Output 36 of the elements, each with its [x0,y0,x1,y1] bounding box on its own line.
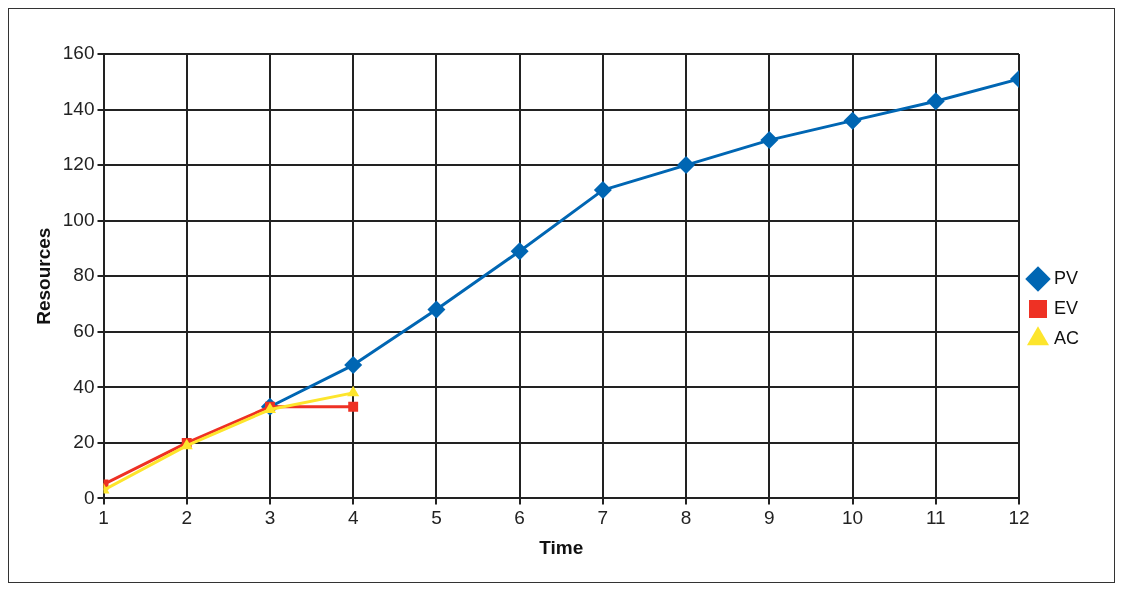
point [348,401,359,412]
point [677,156,696,175]
x-tick-label: 3 [264,507,276,529]
x-tick-label: 7 [597,507,609,529]
y-tick-label: 40 [73,375,95,397]
legend-label: AC [1054,327,1080,348]
x-tick-label: 10 [841,507,864,529]
x-tick-label: 4 [347,507,359,529]
y-tick-label: 0 [83,486,95,508]
point [347,385,360,397]
point [926,92,945,111]
x-tick-label: 5 [431,507,442,529]
x-tick-label: 6 [514,507,525,529]
y-axis-title: Resources [32,227,54,325]
y-tick-label: 80 [73,264,95,286]
x-tick-label: 2 [181,507,193,529]
y-tick-label: 100 [62,208,95,230]
y-tick-label: 160 [62,42,95,64]
y-tick-label: 20 [73,431,95,453]
point [843,111,862,130]
x-axis-title: Time [539,536,584,558]
y-tick-label: 60 [73,319,95,341]
x-tick-label: 8 [680,507,692,529]
x-tick-label: 9 [764,507,775,529]
x-tick-label: 11 [925,507,946,529]
legend-label: PV [1054,267,1079,288]
point [760,131,779,150]
y-tick-label: 120 [62,153,95,175]
x-tick-label: 1 [98,507,109,529]
point [510,242,529,261]
x-tick-label: 12 [1008,507,1030,529]
point [344,356,363,375]
legend-label: EV [1054,297,1079,318]
y-tick-label: 140 [62,97,95,119]
point [593,181,612,200]
point [427,300,446,319]
